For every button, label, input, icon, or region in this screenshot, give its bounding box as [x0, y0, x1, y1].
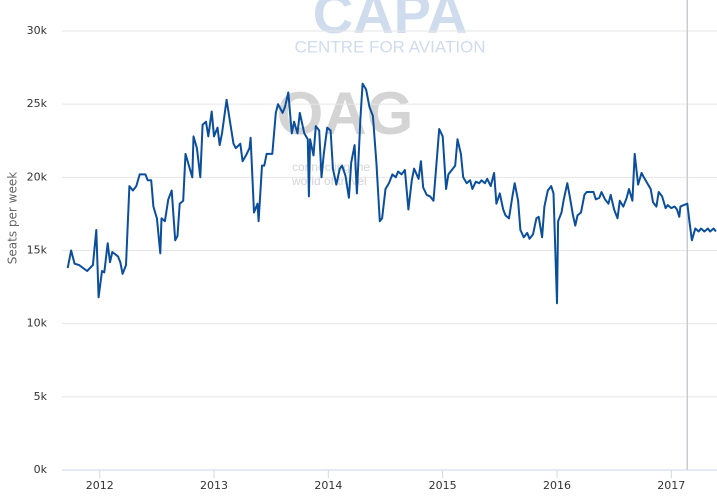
series-line [66, 82, 717, 305]
watermark-brand: CAPA [313, 0, 468, 45]
x-tick-label: 2017 [657, 479, 685, 492]
y-axis-title: Seats per week [6, 172, 20, 264]
y-tick-label: 10k [27, 317, 48, 330]
y-tick-label: 15k [27, 244, 48, 257]
x-tick-label: 2012 [86, 479, 114, 492]
y-tick-label: 20k [27, 170, 48, 183]
y-tick-label: 25k [27, 97, 48, 110]
watermark-logo: OAG [277, 80, 414, 147]
y-tick-label: 5k [34, 390, 48, 403]
x-tick-label: 2014 [314, 479, 342, 492]
y-tick-label: 0k [34, 463, 48, 476]
x-tick-label: 2013 [200, 479, 228, 492]
watermark-tagline: CENTRE FOR AVIATION [294, 37, 485, 56]
x-tick-label: 2015 [429, 479, 457, 492]
y-tick-label: 30k [27, 24, 48, 37]
x-tick-label: 2016 [543, 479, 571, 492]
